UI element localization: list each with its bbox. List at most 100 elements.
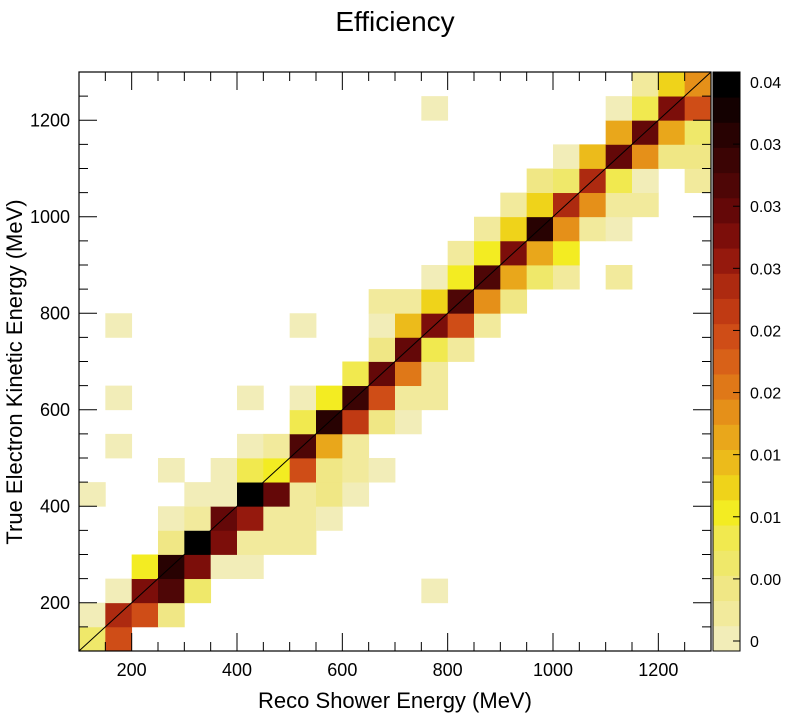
heatmap-cell — [184, 482, 212, 507]
heatmap-cell — [289, 313, 317, 338]
heatmap-cell — [500, 192, 528, 218]
heatmap-cell — [395, 313, 422, 338]
heatmap-cell — [632, 168, 659, 194]
y-tick-label: 400 — [40, 496, 70, 516]
heatmap-cell — [158, 506, 185, 531]
colorbar-segment — [713, 525, 740, 551]
heatmap-cell — [421, 361, 449, 387]
heatmap-cell — [553, 240, 580, 266]
colorbar-tick-label: 0.02 — [750, 386, 781, 403]
heatmap-cell — [316, 506, 343, 531]
heatmap-cell — [237, 385, 264, 411]
heatmap-cell — [605, 216, 633, 242]
x-tick-label: 600 — [327, 660, 357, 680]
heatmap-cell — [500, 216, 528, 242]
heatmap-cell — [237, 433, 264, 459]
heatmap-cell — [210, 482, 238, 507]
heatmap-cell — [553, 216, 580, 242]
heatmap-cell — [526, 265, 554, 290]
heatmap-cell — [105, 313, 133, 338]
heatmap-cell — [500, 265, 528, 290]
x-axis-title: Reco Shower Energy (MeV) — [258, 688, 532, 713]
colorbar-segment — [713, 298, 740, 325]
heatmap-cell — [553, 265, 580, 290]
colorbar-tick-label: 0.00 — [750, 572, 781, 589]
heatmap-cell — [105, 433, 133, 459]
heatmap-cell — [342, 409, 370, 435]
heatmap-cell — [263, 482, 291, 507]
heatmap-cell — [237, 506, 264, 531]
heatmap-cell — [158, 458, 185, 483]
heatmap-cell — [474, 240, 501, 266]
heatmap-cell — [210, 554, 238, 580]
heatmap-cell — [316, 433, 343, 459]
heatmap-cell — [632, 192, 659, 218]
heatmap-cell — [368, 289, 396, 314]
heatmap-cell — [316, 482, 343, 507]
heatmap-cell — [632, 144, 659, 169]
heatmap-cell — [474, 289, 501, 314]
heatmap-cell — [158, 602, 185, 628]
colorbar-segment — [713, 197, 740, 224]
colorbar-frame — [712, 71, 741, 652]
heatmap-cell — [316, 385, 343, 411]
colorbar-tick-label: 0.02 — [750, 323, 781, 340]
heatmap-cell — [421, 337, 449, 362]
heatmap-cell — [368, 385, 396, 411]
heatmap-cell — [474, 313, 501, 338]
colorbar-segment — [713, 399, 740, 425]
heatmap-cell — [237, 458, 264, 483]
heatmap-cell — [263, 506, 291, 531]
colorbar-tick-label: 0 — [750, 634, 759, 651]
y-tick-label: 800 — [40, 303, 70, 323]
colorbar: 0.04 0.03 0.03 0.03 0.02 0.02 0.01 0.01 0.00 0 — [712, 71, 781, 652]
heatmap-cell — [553, 168, 580, 194]
heatmap-cell — [395, 289, 422, 314]
heatmap-cell — [342, 482, 370, 507]
colorbar-tick-label: 0.01 — [750, 510, 781, 527]
heatmap-cell — [368, 409, 396, 435]
x-tick-label: 1000 — [533, 660, 573, 680]
heatmap-cell — [421, 578, 449, 604]
heatmap-cell — [684, 144, 712, 169]
heatmap-cell — [500, 289, 528, 314]
heatmap-cell — [579, 192, 607, 218]
heatmap-cell — [237, 554, 264, 580]
colorbar-tick-label: 0.03 — [750, 137, 781, 154]
heatmap-cell — [158, 530, 185, 555]
heatmap-cell — [131, 554, 159, 580]
heatmap-cell — [605, 265, 633, 290]
heatmap-cell — [368, 458, 396, 483]
heatmap-cell — [79, 602, 106, 628]
colorbar-segment — [713, 575, 740, 602]
colorbar-segment — [713, 499, 740, 526]
heatmap-cell — [658, 120, 686, 145]
heatmap-cell — [368, 337, 396, 362]
heatmap-cell — [632, 96, 659, 121]
heatmap-cell — [289, 409, 317, 435]
heatmap-cell — [79, 482, 106, 507]
colorbar-segment — [713, 248, 740, 274]
heatmap-cell — [684, 120, 712, 145]
heatmap-cell — [526, 192, 554, 218]
heatmap-cell — [447, 265, 475, 290]
heatmap-cell — [526, 240, 554, 266]
colorbar-segment — [713, 474, 740, 501]
y-tick-label: 200 — [40, 593, 70, 613]
chart-title: Efficiency — [335, 6, 454, 37]
x-tick-label: 800 — [433, 660, 463, 680]
colorbar-segment — [713, 273, 740, 299]
heatmap-cell — [131, 602, 159, 628]
colorbar-segment — [713, 172, 740, 199]
heatmap-cell — [447, 337, 475, 362]
heatmap-cell — [658, 72, 686, 97]
colorbar-segment — [713, 147, 740, 174]
heatmap-cell — [658, 144, 686, 169]
heatmap-cell — [632, 72, 659, 97]
colorbar-segment — [713, 600, 740, 627]
heatmap-cell — [579, 144, 607, 169]
colorbar-segment — [713, 625, 740, 652]
y-tick-label: 1000 — [30, 207, 70, 227]
heatmap-cell — [289, 385, 317, 411]
